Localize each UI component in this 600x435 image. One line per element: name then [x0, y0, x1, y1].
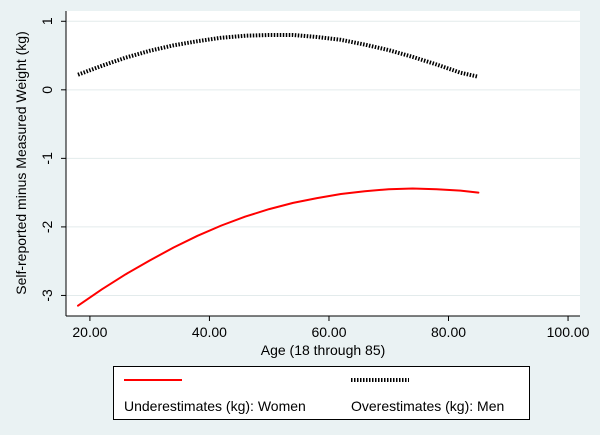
- ticks: 1 0 -1 -2 -3 20.00 40.00 60.00 80.00 100.00: [39, 17, 590, 340]
- legend-key-women: [124, 379, 182, 381]
- y-tick-label: -2: [39, 220, 55, 233]
- plot-area: [66, 11, 580, 316]
- x-axis-title: Age (18 through 85): [261, 342, 386, 358]
- axes: [65, 11, 580, 317]
- series-line-men: [77, 33, 479, 79]
- x-tick-label: 40.00: [192, 324, 227, 340]
- grid-lines: [66, 20, 580, 296]
- series-lines: [77, 33, 480, 307]
- legend-label-men: Overestimates (kg): Men: [351, 398, 505, 414]
- legend-label-women: Underestimates (kg): Women: [124, 398, 306, 414]
- y-tick-label: 1: [39, 17, 55, 25]
- x-tick-label: 60.00: [311, 324, 346, 340]
- x-tick-label: 20.00: [72, 324, 107, 340]
- y-axis-title: Self-reported minus Measured Weight (kg): [13, 31, 29, 295]
- y-tick-label: -3: [39, 289, 55, 302]
- y-tick-label: -1: [39, 152, 55, 165]
- legend: Underestimates (kg): Women Overestimates…: [113, 366, 530, 420]
- series-line-women: [77, 187, 480, 307]
- x-tick-label: 80.00: [431, 324, 466, 340]
- x-tick-label: 100.00: [547, 324, 590, 340]
- y-tick-label: 0: [39, 86, 55, 94]
- legend-key-men: [351, 378, 409, 382]
